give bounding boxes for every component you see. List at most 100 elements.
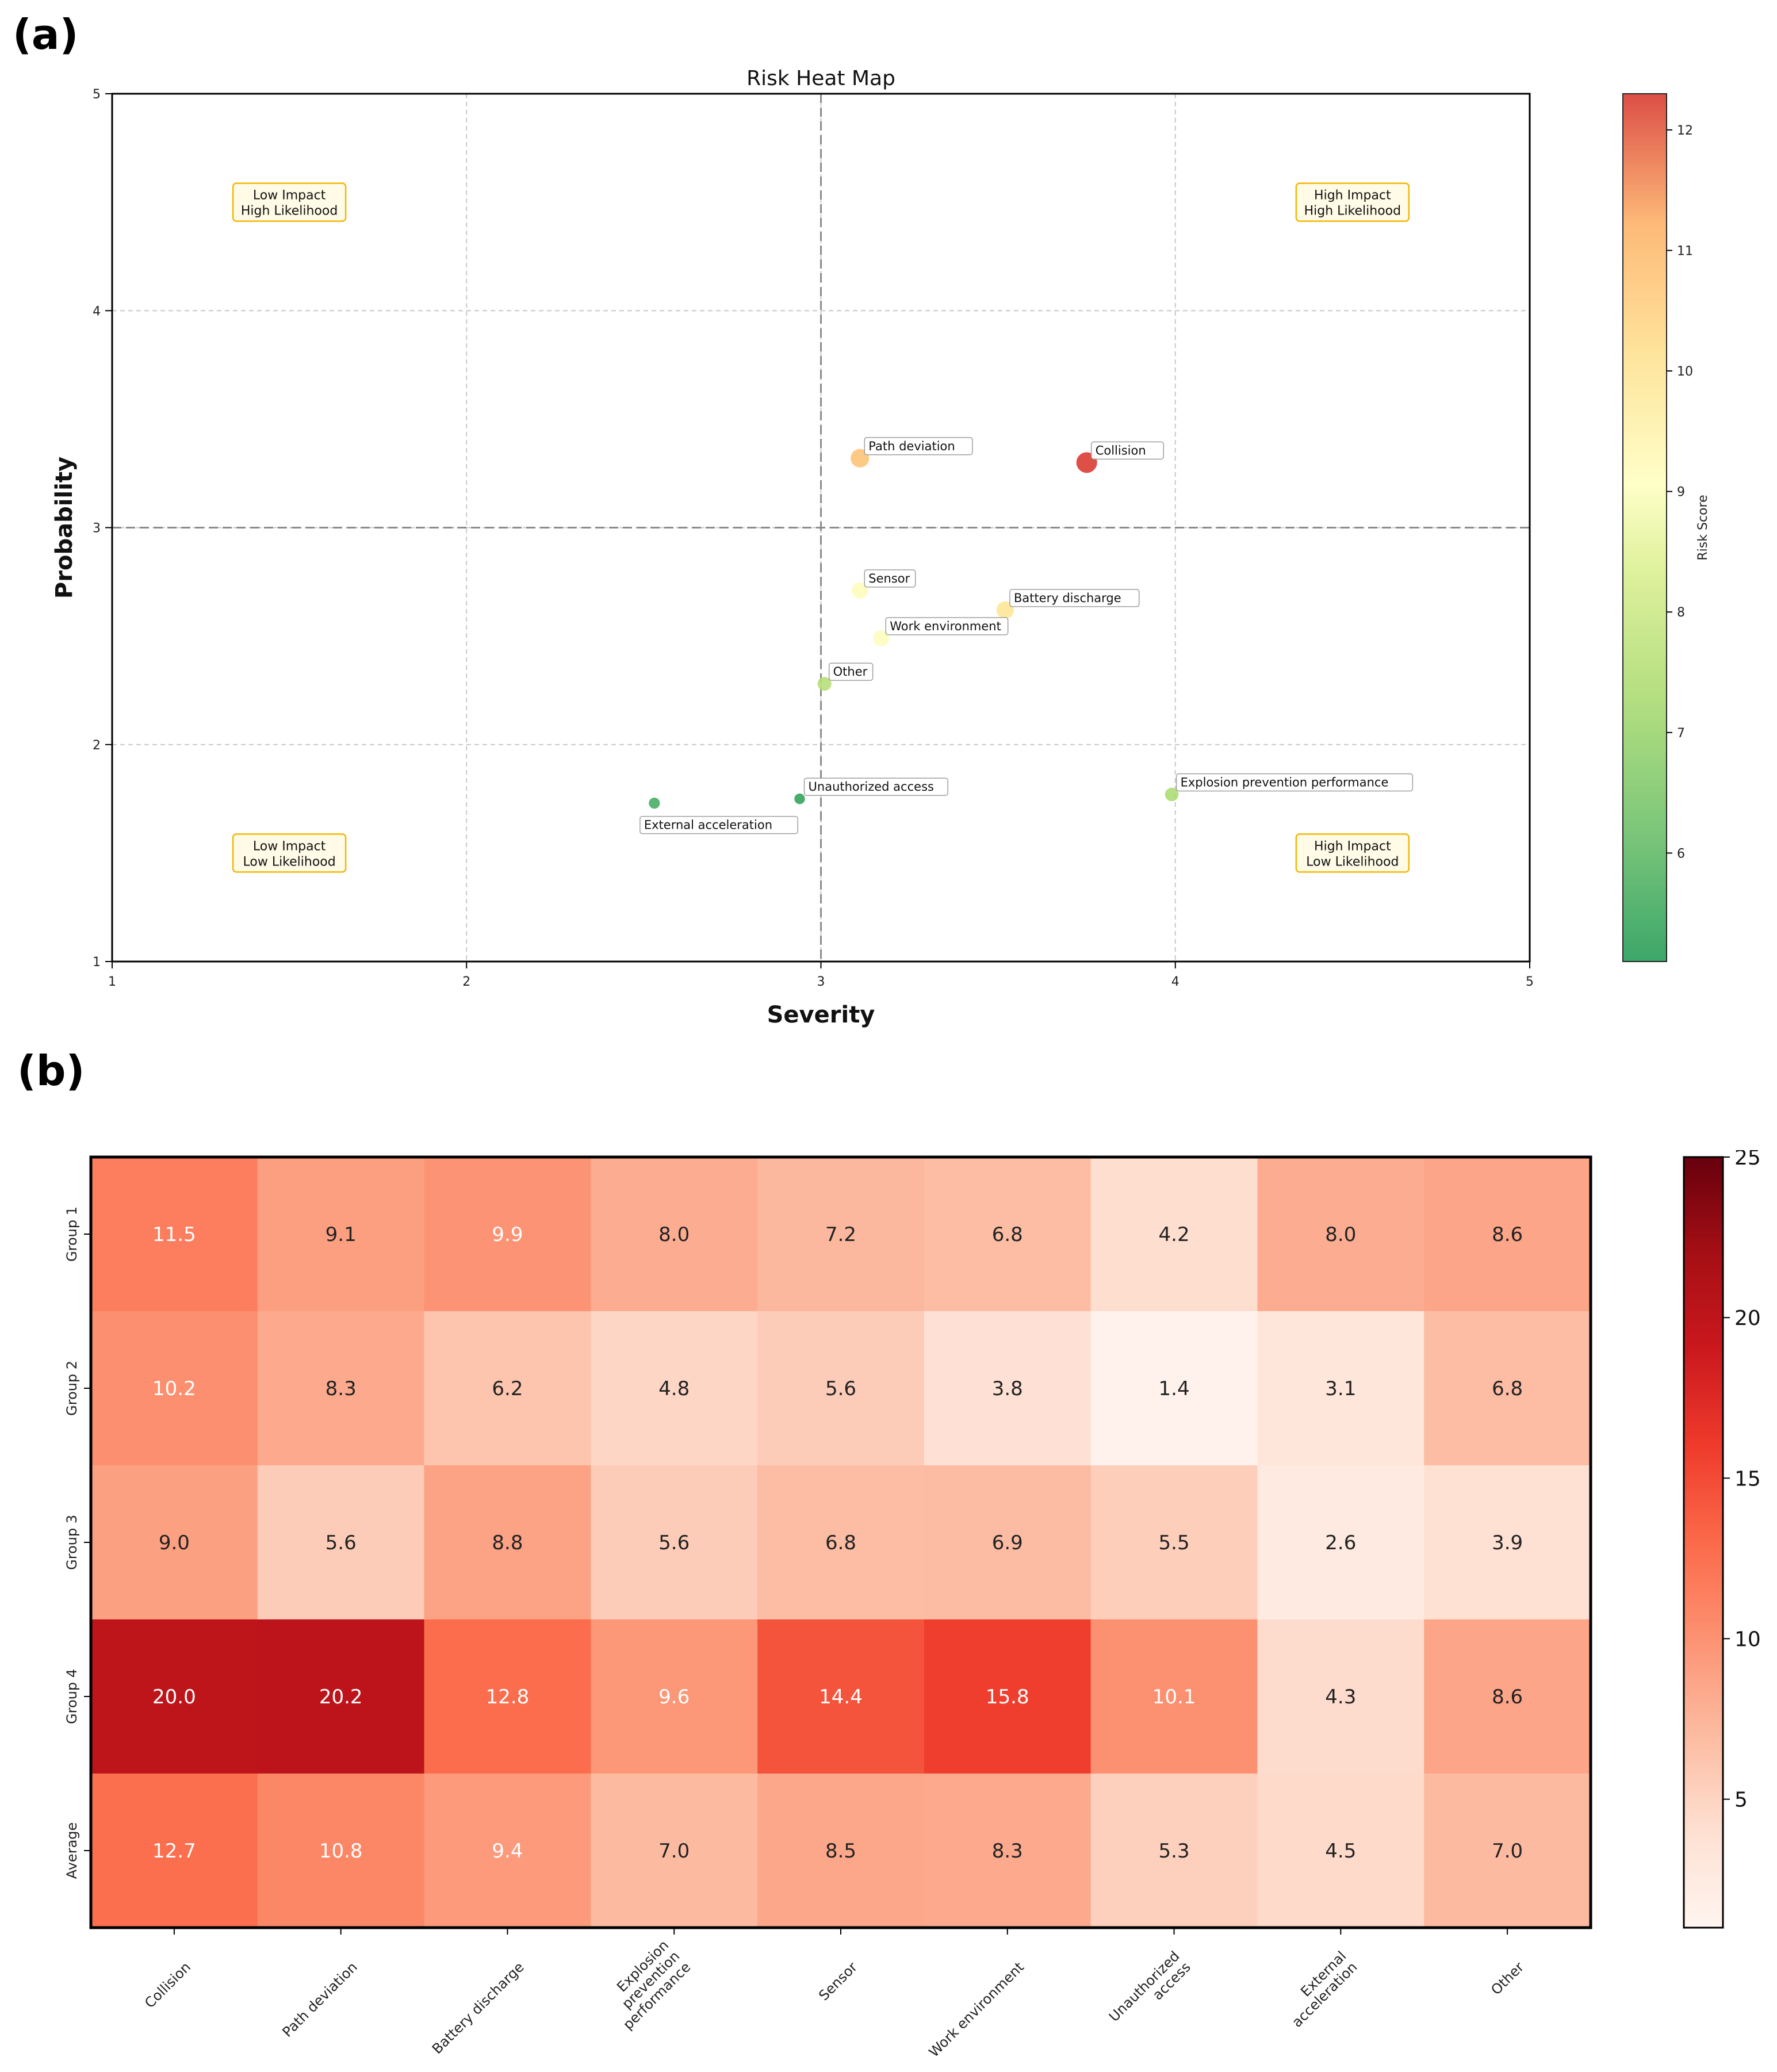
heatmap-cell-value: 9.9	[492, 1223, 523, 1246]
heatmap-cell	[1257, 1774, 1424, 1928]
heatmap-cell	[924, 1774, 1092, 1928]
colorbar-tick-label: 10	[1677, 365, 1693, 379]
point-label-box	[1090, 441, 1165, 460]
x-tick-label: 5	[1526, 975, 1534, 989]
heatmap-cell-value: 20.0	[152, 1686, 196, 1709]
heatmap-cell	[424, 1157, 591, 1312]
risk-point	[852, 582, 868, 599]
heatmap-cell	[424, 1774, 591, 1928]
heatmap-cell-value: 3.1	[1325, 1377, 1356, 1400]
heatmap-cell-value: 8.3	[992, 1840, 1023, 1863]
quadrant-label-box	[232, 833, 347, 873]
heatmap-cell-value: 6.8	[992, 1223, 1023, 1246]
quadrant-label-box	[232, 182, 347, 222]
heatmap-cell-value: 4.5	[1325, 1840, 1356, 1863]
row-label: Group 4	[64, 1669, 80, 1724]
heatmap-cell-value: 8.6	[1492, 1223, 1523, 1246]
x-axis-label: Severity	[767, 1002, 875, 1028]
colorbar-tick-label: 7	[1677, 726, 1685, 741]
point-label-box	[864, 437, 973, 455]
heatmap-cell-value: 9.0	[159, 1531, 190, 1554]
heatmap-cell-value: 5.3	[1159, 1840, 1190, 1863]
colorbar-tick-label: 10	[1734, 1628, 1761, 1652]
column-label: Path deviation	[279, 1959, 361, 2040]
heatmap-cell-value: 4.3	[1325, 1686, 1356, 1709]
quadrant-label-box	[1295, 833, 1410, 873]
heatmap-cell	[1090, 1465, 1258, 1620]
heatmap-cell-value: 12.8	[486, 1686, 530, 1709]
heatmap-cell	[91, 1774, 258, 1928]
heatmap-cell	[1424, 1619, 1591, 1774]
row-label: Group 3	[64, 1515, 80, 1570]
quadrant-label-line1: High Impact	[1314, 839, 1391, 853]
point-label: Unauthorized access	[809, 780, 934, 794]
colorbar-tick-label: 8	[1677, 606, 1685, 620]
risk-point	[794, 793, 805, 805]
heatmap-cell	[91, 1311, 258, 1466]
heatmap-cell-value: 10.1	[1152, 1686, 1196, 1709]
heatmap-cell	[257, 1311, 425, 1466]
heatmap-cell	[924, 1619, 1092, 1774]
y-tick-label: 2	[93, 738, 101, 753]
heatmap-cell-value: 9.6	[658, 1686, 690, 1709]
plot-frame	[111, 93, 1531, 963]
x-tick-label: 4	[1171, 975, 1179, 989]
risk-point	[873, 630, 890, 646]
risk-heatmap-chart: 11.5 9.1 9.9 8.0 7.2 6.8 4.2 8.0 8.6 10.2 8.3 6.2 4.…	[64, 1150, 1761, 2060]
risk-point	[649, 797, 660, 809]
colorbar-label: Risk Score	[1696, 495, 1710, 560]
heatmap-cell	[1424, 1774, 1591, 1928]
colorbar-tick-label: 15	[1734, 1467, 1761, 1491]
heatmap-cell	[1090, 1311, 1258, 1466]
heatmap-cell-value: 11.5	[152, 1223, 196, 1246]
colorbar-tick-label: 20	[1734, 1307, 1761, 1330]
colorbar	[1683, 1156, 1724, 1929]
column-label: Work environment	[926, 1959, 1027, 2060]
point-label: Explosion prevention performance	[1181, 776, 1389, 790]
point-label: Work environment	[890, 619, 1001, 633]
heatmap-cell	[757, 1619, 925, 1774]
point-label-box	[1009, 589, 1140, 607]
column-label: Collision	[141, 1959, 194, 2011]
x-tick-label: 3	[817, 975, 825, 989]
heatmap-cell	[591, 1619, 758, 1774]
row-label: Average	[64, 1822, 80, 1879]
heatmap-cell	[757, 1311, 925, 1466]
heatmap-cell	[424, 1465, 591, 1620]
point-label: Sensor	[868, 572, 910, 585]
point-label: External acceleration	[644, 818, 772, 832]
heatmap-cell-value: 3.9	[1492, 1531, 1523, 1554]
point-label-box	[828, 662, 874, 681]
heatmap-cell-value: 8.5	[825, 1840, 856, 1863]
column-label: Battery discharge	[429, 1959, 527, 2057]
colorbar-tick-label: 25	[1734, 1150, 1761, 1170]
point-label-box	[885, 617, 1009, 635]
heatmap-cell-value: 8.3	[325, 1377, 357, 1400]
heatmap-cell	[1090, 1774, 1258, 1928]
heatmap-cell	[591, 1465, 758, 1620]
heatmap-cell-value: 7.2	[825, 1223, 856, 1246]
risk-point	[996, 601, 1014, 619]
heatmap-cell-value: 20.2	[319, 1686, 363, 1709]
y-tick-label: 5	[93, 87, 101, 102]
point-label-box	[864, 569, 916, 588]
point-label: Battery discharge	[1014, 591, 1121, 605]
heatmap-cell	[591, 1774, 758, 1928]
heatmap-cell	[91, 1619, 258, 1774]
heatmap-cell-value: 14.4	[819, 1686, 863, 1709]
colorbar-tick-label: 9	[1677, 485, 1685, 500]
quadrant-label-line2: High Likelihood	[1304, 204, 1401, 219]
quadrant-label-line1: Low Impact	[253, 839, 326, 853]
row-label: Group 2	[64, 1361, 80, 1416]
heatmap-cell	[924, 1311, 1092, 1466]
heatmap-cell	[757, 1465, 925, 1620]
panel-a-label: (a)	[13, 10, 79, 59]
heatmap-cell	[1424, 1465, 1591, 1620]
heatmap-cell-value: 7.0	[1492, 1840, 1523, 1863]
heatmap-cell	[257, 1619, 425, 1774]
x-tick-label: 1	[108, 975, 116, 989]
y-axis-label: Probability	[51, 457, 78, 599]
heatmap-cell	[924, 1465, 1092, 1620]
heatmap-cell-value: 6.2	[492, 1377, 523, 1400]
